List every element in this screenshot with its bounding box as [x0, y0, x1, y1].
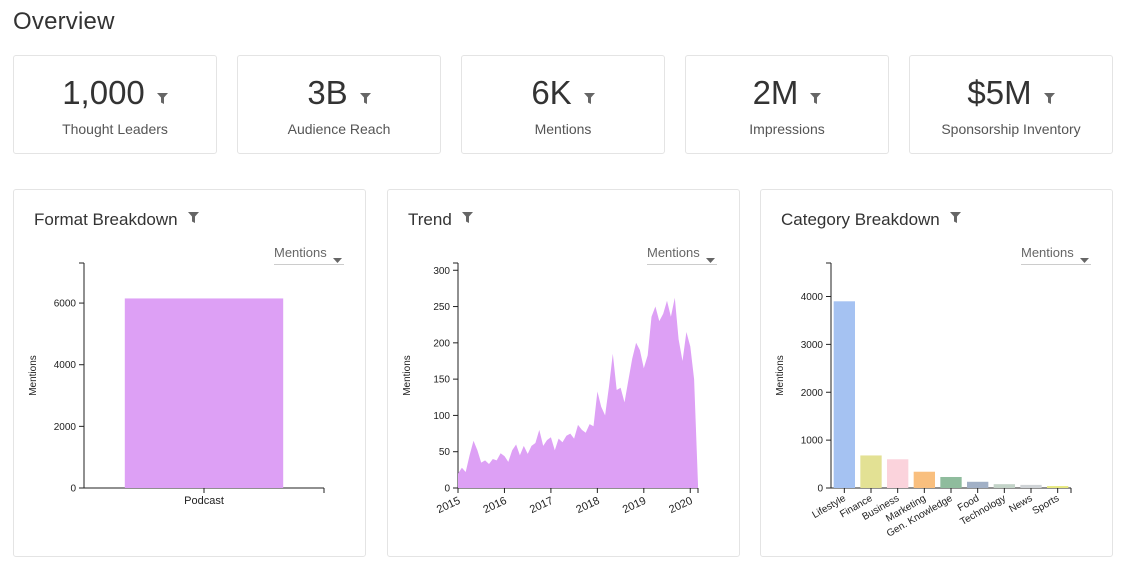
metric-dropdown[interactable]: Mentions [1021, 243, 1091, 265]
stat-label: Impressions [749, 121, 825, 137]
y-tick-label: 50 [439, 447, 451, 458]
stat-value: $5M [967, 74, 1032, 111]
bar-podcast [124, 298, 284, 488]
y-tick-label: 0 [70, 484, 76, 495]
panel-title: Format Breakdown [34, 210, 178, 229]
stat-card-sponsorship-inventory: $5M Sponsorship Inventory [909, 55, 1113, 154]
category-breakdown-panel: Category Breakdown Mentions 0 1000 2000 300… [760, 189, 1113, 557]
category-breakdown-chart: 01000200030004000MentionsLifestyleFinanc… [775, 262, 1072, 540]
y-tick-label: 6000 [54, 299, 77, 310]
stat-card-mentions: 6K Mentions [461, 55, 665, 154]
filter-funnel-icon[interactable] [1043, 91, 1055, 109]
trend-chart: 0 50 100 150 200 250 300 Mentions 2015 2016 2017 20… [402, 262, 699, 516]
stat-card-audience-reach: 3B Audience Reach [237, 55, 441, 154]
y-tick-label: 4000 [801, 292, 824, 303]
x-tick-label: 2020 [667, 495, 694, 516]
stat-card-thought-leaders: 1,000 Thought Leaders [13, 55, 217, 154]
y-tick-label: 0 [817, 484, 823, 495]
stat-value: 3B [307, 74, 348, 111]
metric-dropdown[interactable]: Mentions [647, 243, 717, 265]
bar-sports [1047, 486, 1069, 488]
y-axis-label: Mentions [402, 355, 413, 396]
filter-funnel-icon[interactable] [187, 210, 199, 228]
filter-funnel-icon[interactable] [583, 91, 595, 109]
trend-area [458, 297, 698, 488]
format-breakdown-chart: 0 2000 4000 6000 Mentions Podcast [28, 262, 325, 507]
bar-food [967, 481, 989, 488]
stat-label: Sponsorship Inventory [941, 121, 1081, 137]
y-tick-label: 200 [433, 338, 450, 349]
panel-title: Trend [408, 210, 452, 229]
y-tick-label: 250 [433, 302, 450, 313]
caret-down-icon [706, 251, 715, 266]
page-title: Overview [13, 8, 115, 35]
metric-dropdown-value: Mentions [1021, 245, 1074, 260]
y-axis-label: Mentions [775, 355, 786, 396]
stat-value: 6K [531, 74, 572, 111]
stat-card-impressions: 2M Impressions [685, 55, 889, 154]
filter-funnel-icon[interactable] [810, 91, 822, 109]
metric-dropdown[interactable]: Mentions [274, 243, 344, 265]
filter-funnel-icon[interactable] [156, 91, 168, 109]
y-tick-label: 1000 [801, 436, 824, 447]
metric-dropdown-value: Mentions [274, 245, 327, 260]
stat-value: 1,000 [62, 74, 145, 111]
stat-label: Thought Leaders [62, 121, 168, 137]
bar-technology [993, 484, 1015, 488]
caret-down-icon [1080, 251, 1089, 266]
metric-dropdown-value: Mentions [647, 245, 700, 260]
bar-marketing [913, 471, 935, 488]
x-tick-label: News [1007, 493, 1034, 515]
panel-title: Category Breakdown [781, 210, 940, 229]
y-tick-label: 2000 [54, 422, 77, 433]
x-tick-label: Sports [1031, 493, 1062, 517]
y-tick-label: 4000 [54, 360, 77, 371]
filter-funnel-icon[interactable] [359, 91, 371, 109]
bar-gen-knowledge [940, 476, 962, 488]
trend-panel: Trend Mentions 0 50 100 150 200 250 300 Mention… [387, 189, 740, 557]
y-tick-label: 3000 [801, 340, 824, 351]
format-breakdown-panel: Format Breakdown Mentions 0 2000 4000 6000 M… [13, 189, 366, 557]
caret-down-icon [333, 251, 342, 266]
x-tick-label: 2015 [435, 495, 462, 516]
filter-funnel-icon[interactable] [949, 210, 961, 228]
stat-value: 2M [752, 74, 799, 111]
x-tick-label: Podcast [184, 495, 224, 507]
y-tick-label: 100 [433, 411, 450, 422]
x-tick-label: 2016 [481, 495, 508, 516]
bar-lifestyle [833, 301, 855, 488]
bar-business [887, 459, 909, 488]
y-axis-label: Mentions [28, 355, 39, 396]
filter-funnel-icon[interactable] [461, 210, 473, 228]
bar-finance [860, 455, 882, 488]
stat-label: Audience Reach [287, 121, 391, 137]
y-tick-label: 0 [444, 484, 450, 495]
y-tick-label: 2000 [801, 388, 824, 399]
x-tick-label: 2019 [621, 495, 648, 516]
y-tick-label: 300 [433, 266, 450, 277]
y-tick-label: 150 [433, 375, 450, 386]
bar-news [1020, 484, 1042, 488]
x-tick-label: 2018 [574, 495, 601, 516]
x-tick-label: 2017 [528, 495, 555, 516]
stat-label: Mentions [534, 121, 592, 137]
